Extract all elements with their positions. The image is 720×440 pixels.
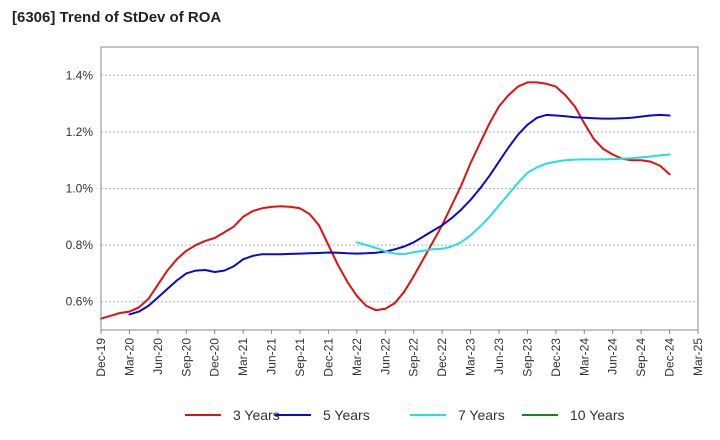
- x-tick-label: Dec-19: [94, 338, 108, 377]
- legend-item: 10 Years: [522, 405, 625, 425]
- legend-label: 5 Years: [323, 407, 370, 423]
- x-tick-label: Dec-22: [435, 338, 449, 377]
- legend-item: 7 Years: [410, 405, 505, 425]
- y-tick-label: 0.6%: [66, 295, 94, 309]
- x-tick-label: Jun-24: [606, 338, 620, 375]
- x-tick-label: Dec-24: [663, 338, 677, 377]
- x-tick-label: Dec-20: [208, 338, 222, 377]
- y-tick-label: 1.0%: [66, 182, 94, 196]
- y-tick-label: 0.8%: [66, 238, 94, 252]
- x-tick-label: Dec-21: [321, 338, 335, 377]
- x-tick-label: Jun-23: [492, 338, 506, 375]
- x-tick-label: Sep-21: [293, 338, 307, 377]
- series-line-5-years: [128, 113, 671, 316]
- legend-label: 10 Years: [570, 407, 625, 423]
- x-tick-label: Mar-25: [691, 338, 705, 376]
- x-tick-label: Sep-22: [407, 338, 421, 377]
- x-tick-label: Jun-22: [378, 338, 392, 375]
- x-tick-label: Sep-23: [520, 338, 534, 377]
- legend-item: 5 Years: [275, 405, 370, 425]
- legend-swatch: [410, 414, 446, 416]
- y-tick-label: 1.2%: [66, 125, 94, 139]
- series-line-3-years: [100, 81, 671, 320]
- legend-label: 7 Years: [458, 407, 505, 423]
- x-tick-label: Sep-24: [634, 338, 648, 377]
- legend-label: 3 Years: [233, 407, 280, 423]
- series-line-7-years: [355, 153, 671, 256]
- x-tick-label: Mar-24: [577, 338, 591, 376]
- x-tick-label: Mar-23: [464, 338, 478, 376]
- x-tick-label: Jun-20: [151, 338, 165, 375]
- legend: 3 Years 5 Years 7 Years 10 Years: [0, 405, 720, 425]
- x-tick-label: Dec-23: [549, 338, 563, 377]
- legend-swatch: [522, 414, 558, 416]
- legend-swatch: [275, 414, 311, 416]
- plot-frame: [100, 46, 699, 331]
- x-tick-label: Sep-20: [179, 338, 193, 377]
- x-tick-label: Mar-20: [122, 338, 136, 376]
- legend-item: 3 Years: [185, 405, 280, 425]
- legend-swatch: [185, 414, 221, 416]
- y-tick-label: 1.4%: [66, 68, 94, 82]
- chart-title: [6306] Trend of StDev of ROA: [12, 9, 222, 26]
- x-tick-label: Jun-21: [265, 338, 279, 375]
- x-tick-label: Mar-22: [350, 338, 364, 376]
- x-tick-label: Mar-21: [236, 338, 250, 376]
